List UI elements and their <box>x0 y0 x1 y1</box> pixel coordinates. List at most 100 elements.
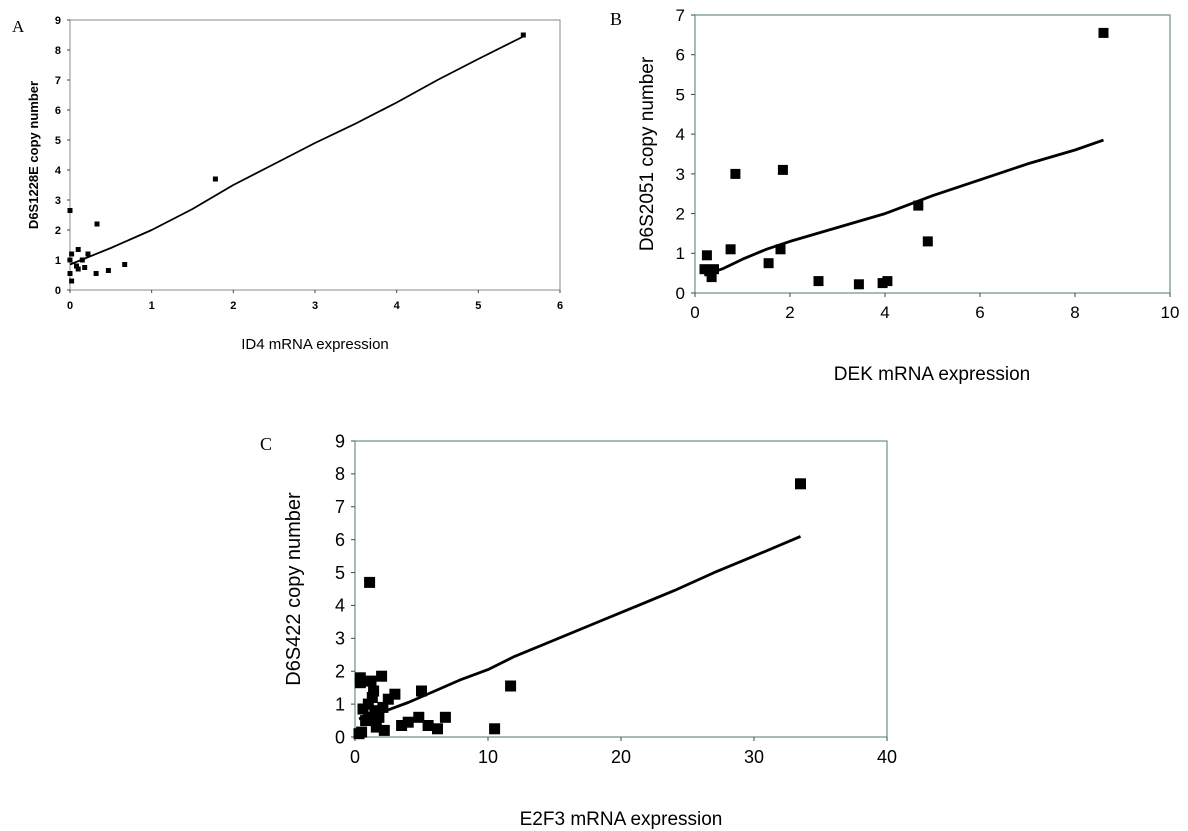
data-point <box>354 677 366 689</box>
data-point <box>79 257 85 263</box>
y-tick-label: 1 <box>335 694 345 714</box>
y-tick-label: 4 <box>676 125 685 144</box>
data-point <box>122 262 128 267</box>
x-tick-label: 1 <box>149 300 155 312</box>
data-point <box>75 266 81 272</box>
y-tick-label: 2 <box>55 225 61 237</box>
data-point <box>377 701 389 713</box>
data-point <box>105 268 111 273</box>
y-tick-label: 0 <box>55 285 61 297</box>
data-point <box>93 271 99 276</box>
data-point <box>376 670 388 682</box>
x-tick-label: 0 <box>690 303 699 322</box>
y-tick-label: 5 <box>676 85 685 104</box>
x-tick-label: 10 <box>478 747 498 767</box>
y-tick-label: 6 <box>335 530 345 550</box>
trendline <box>69 35 524 266</box>
data-point <box>67 257 73 263</box>
data-point <box>370 721 382 733</box>
x-tick-label: 5 <box>475 300 481 312</box>
data-point <box>706 272 717 283</box>
data-point <box>813 276 824 287</box>
data-point <box>701 250 712 261</box>
x-tick-label: 6 <box>975 303 984 322</box>
data-point <box>368 685 380 697</box>
panel-letter: B <box>610 9 622 29</box>
y-tick-label: 4 <box>335 596 345 616</box>
plot-area-frame <box>69 19 561 291</box>
y-tick-label: 3 <box>676 165 685 184</box>
x-tick-label: 40 <box>877 747 897 767</box>
data-point <box>396 720 408 731</box>
data-point <box>82 265 88 270</box>
x-axis-label: E2F3 mRNA expression <box>520 809 723 830</box>
data-point <box>882 276 893 287</box>
panel-letter: A <box>12 17 25 36</box>
data-point <box>422 720 434 731</box>
data-point <box>763 258 774 269</box>
data-point <box>67 208 73 213</box>
panel-letter: C <box>260 434 272 454</box>
data-point <box>413 711 425 723</box>
y-axis-label: D6S422 copy number <box>283 492 305 686</box>
x-axis-label: DEK mRNA expression <box>834 364 1030 385</box>
data-point <box>520 32 526 38</box>
data-point <box>795 478 806 490</box>
y-tick-label: 7 <box>55 75 61 87</box>
data-point <box>432 723 443 735</box>
data-point <box>730 168 741 179</box>
data-point <box>505 680 517 692</box>
data-point <box>1098 27 1109 38</box>
trendline <box>358 535 802 721</box>
y-axis-label: D6S1228E copy number <box>26 81 41 229</box>
y-tick-label: 3 <box>55 195 61 207</box>
data-point <box>362 698 374 710</box>
y-tick-label: 8 <box>55 45 61 57</box>
data-point <box>356 726 368 738</box>
data-point <box>365 675 377 687</box>
data-point <box>69 278 75 284</box>
data-point <box>69 251 75 257</box>
data-point <box>212 176 218 182</box>
data-point <box>389 688 401 700</box>
x-tick-label: 6 <box>557 300 563 312</box>
y-tick-label: 8 <box>335 464 345 484</box>
data-point <box>777 164 788 175</box>
plot-area-frame <box>354 440 888 738</box>
data-point <box>364 576 376 588</box>
x-tick-label: 4 <box>880 303 889 322</box>
y-tick-label: 1 <box>676 244 685 263</box>
data-point <box>775 244 786 255</box>
data-point <box>382 693 394 705</box>
plot-area-frame <box>694 14 1171 294</box>
data-point <box>922 236 933 247</box>
data-point <box>74 263 79 269</box>
data-point <box>709 264 719 275</box>
data-point <box>362 711 374 723</box>
x-tick-label: 10 <box>1161 303 1180 322</box>
data-point <box>913 200 924 211</box>
y-tick-label: 6 <box>676 46 685 65</box>
y-tick-label: 6 <box>55 105 61 117</box>
y-tick-label: 7 <box>676 6 685 25</box>
y-tick-label: 0 <box>676 284 685 303</box>
chart-panel-a: A 0 1 2 3 4 5 6 0 1 2 3 4 5 6 7 8 9 ID4 mRNA expression D6S… <box>12 15 563 353</box>
x-tick-label: 2 <box>785 303 794 322</box>
data-point <box>366 692 378 703</box>
y-tick-label: 7 <box>335 497 345 517</box>
y-tick-label: 5 <box>55 135 61 147</box>
y-tick-label: 2 <box>335 662 345 682</box>
data-point <box>853 279 864 290</box>
data-point <box>94 221 100 227</box>
x-axis-label: ID4 mRNA expression <box>241 336 389 353</box>
data-point <box>67 271 73 276</box>
x-tick-label: 20 <box>611 747 631 767</box>
x-tick-label: 4 <box>394 300 401 312</box>
x-tick-label: 8 <box>1070 303 1079 322</box>
data-point <box>75 247 81 252</box>
data-point <box>725 244 736 255</box>
y-tick-label: 4 <box>55 165 62 177</box>
y-tick-label: 1 <box>55 255 61 267</box>
data-point <box>378 724 390 736</box>
